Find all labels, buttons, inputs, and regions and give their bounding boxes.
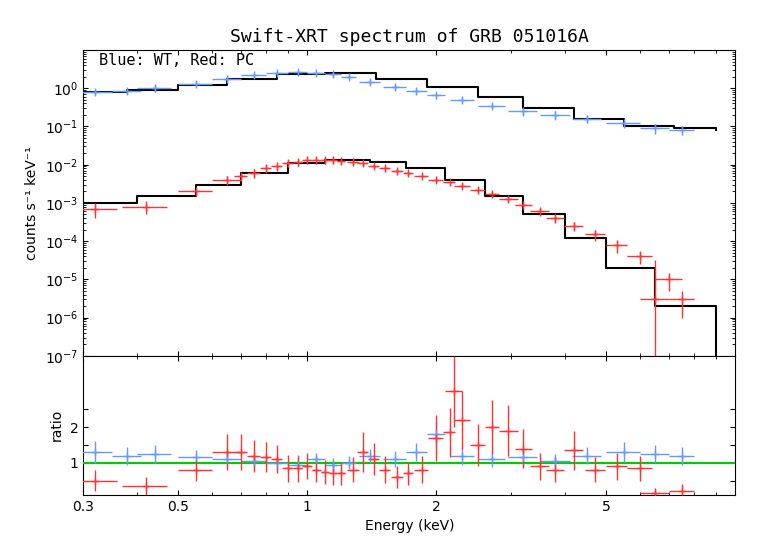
X-axis label: Energy (keV): Energy (keV) bbox=[365, 519, 454, 533]
Text: Blue: WT, Red: PC: Blue: WT, Red: PC bbox=[99, 53, 254, 68]
Y-axis label: counts s⁻¹ keV⁻¹: counts s⁻¹ keV⁻¹ bbox=[26, 146, 39, 260]
Y-axis label: ratio: ratio bbox=[50, 409, 64, 441]
Text: Swift-XRT spectrum of GRB 051016A: Swift-XRT spectrum of GRB 051016A bbox=[230, 28, 589, 46]
